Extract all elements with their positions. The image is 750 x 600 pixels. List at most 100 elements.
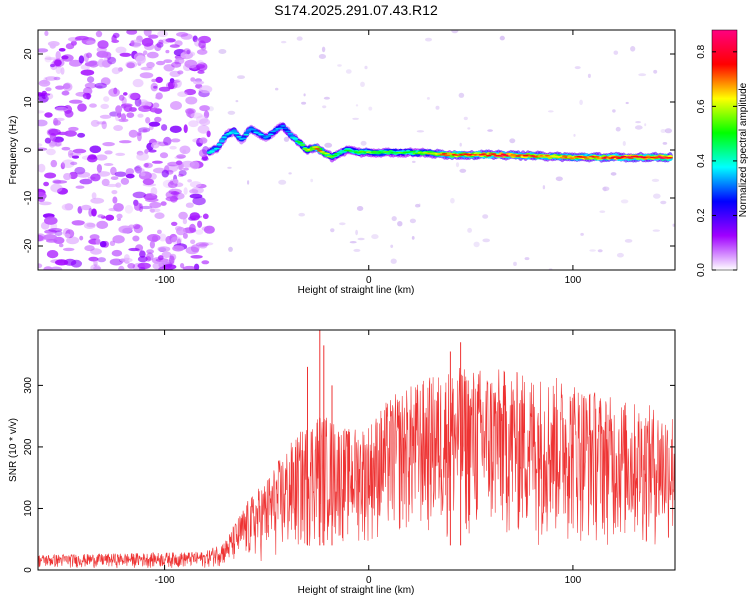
snr-series-line bbox=[38, 367, 675, 569]
tick-label: 0 bbox=[366, 275, 372, 286]
noise-blob bbox=[199, 137, 208, 144]
noise-blob bbox=[145, 117, 151, 124]
ridge-segment bbox=[294, 140, 301, 143]
noise-blob bbox=[163, 136, 172, 146]
noise-blob bbox=[189, 223, 196, 233]
noise-blob bbox=[99, 114, 112, 119]
noise-blob bbox=[141, 37, 154, 47]
noise-blob bbox=[88, 256, 99, 262]
noise-blob bbox=[202, 213, 209, 220]
noise-speckle bbox=[459, 168, 467, 173]
noise-blob bbox=[160, 258, 171, 265]
noise-blob bbox=[38, 79, 51, 87]
ridge-segment bbox=[268, 133, 274, 136]
tick-label: 100 bbox=[565, 275, 582, 286]
noise-speckle bbox=[574, 66, 581, 70]
ridge-segment bbox=[410, 150, 416, 153]
noise-blob bbox=[145, 197, 159, 203]
noise-blob bbox=[176, 226, 186, 236]
ridge-segment bbox=[231, 130, 237, 133]
noise-blob bbox=[75, 185, 85, 189]
noise-blob bbox=[64, 110, 74, 118]
noise-blob bbox=[198, 243, 208, 249]
noise-blob bbox=[49, 266, 63, 270]
ridge-segment bbox=[481, 153, 487, 155]
noise-blob bbox=[89, 145, 102, 154]
noise-blob bbox=[160, 201, 167, 206]
snr-x-label: Height of straight line (km) bbox=[298, 585, 415, 596]
noise-blob bbox=[183, 124, 188, 134]
tick-label: 100 bbox=[565, 575, 582, 586]
noise-blob bbox=[185, 202, 194, 208]
noise-speckle bbox=[435, 105, 440, 110]
noise-speckle bbox=[371, 234, 379, 240]
noise-blob bbox=[95, 238, 101, 245]
ridge-segment bbox=[319, 151, 326, 153]
noise-blob bbox=[63, 173, 72, 181]
noise-blob bbox=[44, 229, 57, 234]
noise-blob bbox=[171, 61, 182, 68]
noise-blob bbox=[166, 81, 178, 90]
noise-blob bbox=[38, 143, 43, 147]
noise-blob bbox=[52, 58, 65, 68]
noise-blob bbox=[172, 178, 179, 184]
noise-blob bbox=[143, 30, 152, 37]
tick-label: 0.6 bbox=[696, 99, 707, 113]
noise-blob bbox=[169, 44, 180, 48]
noise-blob bbox=[48, 128, 61, 136]
noise-blob bbox=[118, 94, 125, 101]
noise-blob bbox=[69, 59, 82, 67]
noise-blob bbox=[185, 96, 198, 105]
noise-speckle bbox=[318, 54, 326, 59]
noise-blob bbox=[172, 79, 182, 88]
noise-blob bbox=[158, 86, 171, 92]
noise-blob bbox=[94, 82, 107, 89]
ridge-segment bbox=[613, 155, 619, 158]
colorbar-gradient bbox=[711, 29, 738, 271]
noise-speckle bbox=[613, 50, 619, 55]
noise-blob bbox=[149, 201, 162, 209]
noise-speckle bbox=[450, 197, 455, 204]
ridge-segment bbox=[265, 135, 272, 137]
ridge-segment bbox=[302, 148, 308, 150]
noise-blob bbox=[89, 234, 100, 240]
noise-blob bbox=[79, 178, 93, 185]
spectrogram-y-axis: -20 -10 0 10 20 bbox=[23, 48, 675, 253]
noise-blob bbox=[197, 124, 210, 134]
noise-speckle bbox=[482, 238, 491, 243]
noise-blob bbox=[134, 167, 145, 174]
noise-blob bbox=[140, 172, 146, 177]
noise-blob bbox=[96, 171, 111, 177]
noise-speckle bbox=[451, 30, 459, 34]
ridge-segment bbox=[490, 153, 497, 155]
ridge-segment bbox=[331, 154, 338, 157]
tick-label: 200 bbox=[23, 438, 34, 455]
noise-blob bbox=[128, 107, 137, 112]
noise-speckle bbox=[337, 64, 342, 67]
noise-speckle bbox=[310, 178, 314, 183]
noise-blob bbox=[99, 241, 107, 248]
noise-blob bbox=[103, 96, 110, 102]
noise-blob bbox=[113, 203, 124, 212]
figure-title: S174.2025.291.07.43.R12 bbox=[274, 2, 438, 18]
noise-blob bbox=[169, 78, 175, 83]
ridge-segment bbox=[299, 144, 306, 146]
noise-blob bbox=[165, 190, 179, 199]
tick-label: 300 bbox=[23, 377, 34, 394]
noise-blob bbox=[199, 105, 211, 112]
noise-blob bbox=[53, 117, 59, 126]
noise-speckle bbox=[625, 101, 629, 105]
noise-speckle bbox=[425, 37, 432, 42]
noise-blob bbox=[138, 171, 152, 180]
spectrogram-y-label: Frequency (Hz) bbox=[8, 116, 19, 185]
noise-blob bbox=[111, 190, 118, 195]
noise-blob bbox=[64, 233, 71, 238]
noise-speckle bbox=[638, 73, 647, 77]
noise-speckle bbox=[412, 160, 416, 163]
noise-blob bbox=[112, 196, 118, 204]
spectrogram-x-label: Height of straight line (km) bbox=[298, 285, 415, 296]
noise-blob bbox=[176, 32, 189, 37]
noise-blob bbox=[190, 244, 200, 253]
noise-blob bbox=[86, 155, 98, 163]
noise-blob bbox=[90, 119, 100, 127]
